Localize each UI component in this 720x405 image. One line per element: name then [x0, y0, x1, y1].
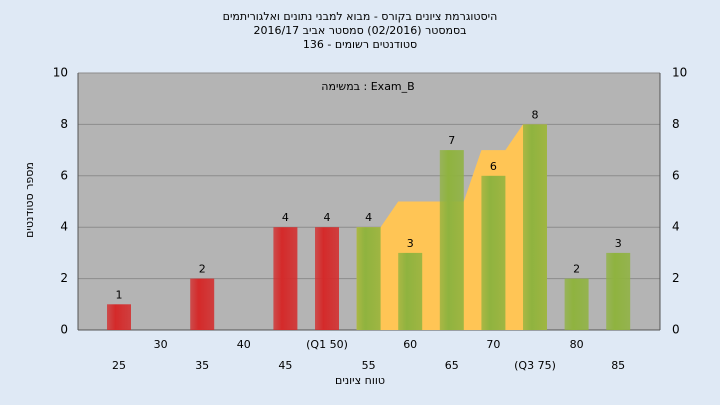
y-axis-label: מספר סטודנטים — [23, 162, 36, 238]
y-tick-label: 8 — [672, 117, 680, 131]
value-label: 4 — [324, 211, 331, 224]
title-line: בסמסטר (02/2016) סמסטר אביב 2016/17 — [253, 24, 466, 37]
bar — [273, 227, 298, 330]
x-tick-label: 40 — [237, 338, 251, 351]
bar — [356, 227, 381, 330]
y-tick-label: 4 — [60, 220, 68, 234]
y-tick-label: 2 — [672, 271, 680, 285]
value-label: 6 — [490, 160, 497, 173]
value-label: 3 — [615, 237, 622, 250]
x-axis-label: טווח ציונים — [335, 374, 385, 387]
y-tick-label: 2 — [60, 271, 68, 285]
bar — [481, 175, 506, 330]
bar — [564, 278, 589, 330]
bar — [107, 304, 131, 330]
x-tick-label: 35 — [195, 359, 209, 372]
x-tick-label: 85 — [611, 359, 625, 372]
bar — [523, 124, 547, 331]
y-tick-label: 6 — [672, 168, 680, 182]
x-tick-label: 30 — [154, 338, 168, 351]
x-tick-label: 55 — [362, 359, 376, 372]
value-label: 7 — [448, 134, 455, 147]
y-tick-label: 10 — [53, 66, 68, 80]
value-label: 4 — [365, 211, 372, 224]
value-label: 8 — [532, 108, 539, 121]
y-tick-label: 10 — [672, 66, 687, 80]
x-tick-label: 80 — [570, 338, 584, 351]
y-tick-label: 0 — [672, 323, 680, 337]
title-line: היסטוגרמת ציונים בקורס - מבוא למבני נתונ… — [223, 10, 498, 23]
value-label: 2 — [199, 263, 206, 276]
y-tick-label: 4 — [672, 220, 680, 234]
annotation: במשימה : Exam_B — [321, 80, 414, 93]
bar — [190, 278, 215, 330]
x-tick-label: 25 — [112, 359, 126, 372]
y-tick-label: 0 — [60, 323, 68, 337]
value-label: 1 — [116, 288, 123, 301]
value-label: 3 — [407, 237, 414, 250]
x-tick-label: (Q3 75) — [514, 359, 556, 372]
bar — [398, 252, 423, 330]
x-tick-label: 65 — [445, 359, 459, 372]
y-tick-label: 8 — [60, 117, 68, 131]
bar — [606, 252, 631, 330]
title-line: סטודנטים רשומים - 136 — [303, 38, 417, 51]
x-tick-label: 60 — [403, 338, 417, 351]
y-tick-label: 6 — [60, 168, 68, 182]
value-label: 4 — [282, 211, 289, 224]
x-tick-label: 70 — [486, 338, 500, 351]
x-tick-label: 45 — [278, 359, 292, 372]
bar — [439, 150, 464, 330]
x-tick-label: (Q1 50) — [306, 338, 348, 351]
value-label: 2 — [573, 263, 580, 276]
bar — [315, 227, 339, 330]
